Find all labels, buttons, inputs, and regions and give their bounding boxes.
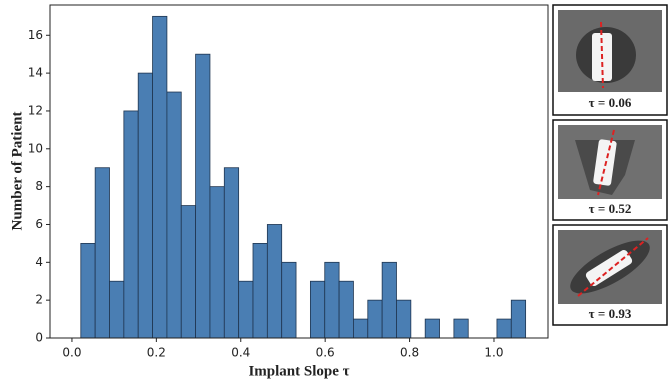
y-tick-label: 16 [28, 28, 43, 42]
bar [396, 300, 410, 338]
bar [282, 262, 296, 338]
bar [81, 243, 95, 338]
bar [425, 319, 439, 338]
x-tick-label: 0.0 [62, 346, 81, 360]
bar [454, 319, 468, 338]
y-tick-label: 6 [35, 217, 43, 231]
bar [95, 168, 109, 338]
y-tick-label: 14 [28, 66, 43, 80]
bar [224, 168, 238, 338]
bar [353, 319, 367, 338]
x-tick-label: 0.4 [231, 346, 250, 360]
bar [325, 262, 339, 338]
bar [310, 281, 324, 338]
bar [382, 262, 396, 338]
bar [138, 73, 152, 338]
x-axis-label: Implant Slope τ [248, 363, 349, 379]
x-tick-label: 1.0 [484, 346, 503, 360]
bar [153, 16, 167, 338]
bar [239, 281, 253, 338]
bar [267, 224, 281, 338]
panel-caption: τ = 0.52 [589, 201, 632, 216]
bar [497, 319, 511, 338]
y-tick-label: 12 [28, 103, 43, 117]
bar [196, 54, 210, 338]
y-axis-label: Number of Patient [9, 112, 25, 231]
bar [339, 281, 353, 338]
bar [210, 187, 224, 338]
panel-caption: τ = 0.06 [589, 95, 632, 110]
panel: τ = 0.52 [553, 120, 667, 220]
bar [181, 206, 195, 338]
x-tick-label: 0.8 [400, 346, 419, 360]
bar [124, 111, 138, 338]
y-tick-label: 0 [35, 331, 43, 345]
bar [511, 300, 525, 338]
y-tick-label: 2 [35, 293, 43, 307]
panel: τ = 0.93 [553, 225, 667, 325]
y-tick-label: 8 [35, 179, 43, 193]
panel: τ = 0.06 [553, 5, 667, 115]
bar [253, 243, 267, 338]
panel-caption: τ = 0.93 [589, 306, 632, 321]
y-tick-label: 4 [35, 255, 43, 269]
chart: Implant Slope τ Number of Patient τ = 0.… [0, 0, 672, 386]
x-tick-label: 0.2 [147, 346, 166, 360]
x-tick-label: 0.6 [316, 346, 335, 360]
y-tick-label: 10 [28, 141, 43, 155]
bar [368, 300, 382, 338]
bar [167, 92, 181, 338]
bar [110, 281, 124, 338]
